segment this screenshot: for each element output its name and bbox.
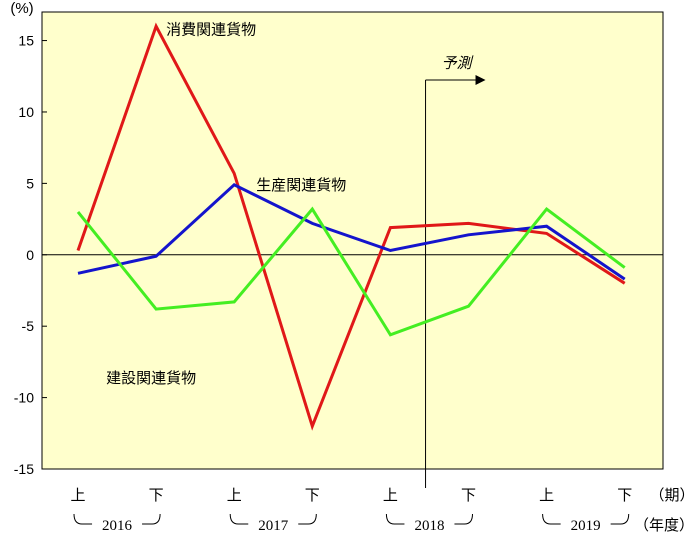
fiscal-year-label: （年度）: [634, 517, 694, 534]
x-tick-label: 上: [227, 487, 242, 504]
x-tick-label: 下: [149, 487, 164, 504]
y-axis: 15 10 5 0 -5 -10 -15 (%): [10, 0, 47, 477]
year-label: 2018: [414, 518, 444, 534]
year-bracket: [385, 513, 473, 525]
x-tick-label: 下: [617, 487, 632, 504]
year-label: 2019: [571, 518, 601, 534]
x-tick-label: 上: [70, 487, 85, 504]
x-tick-label: 下: [461, 487, 476, 504]
y-unit-label: (%): [10, 0, 33, 17]
forecast-marker: 予測: [425, 55, 486, 488]
series-line-2: [76, 206, 626, 337]
forecast-label: 予測: [442, 55, 474, 72]
x-tick-label: 上: [539, 487, 554, 504]
year-label: 2017: [258, 518, 289, 534]
y-tick-label: 5: [26, 175, 34, 191]
forecast-arrow-head: [475, 75, 486, 85]
series-lines: [76, 22, 626, 431]
x-axis: 上 下 上 下 上 下 上 下 （期） 2016 2017 2018 2019 （年度）: [70, 487, 694, 534]
series-label-1: 生産関連貨物: [256, 177, 346, 194]
year-bracket: [542, 513, 630, 525]
y-tick-label: 15: [18, 33, 34, 49]
y-tick-label: -15: [14, 461, 34, 477]
y-tick-label: 0: [26, 247, 34, 263]
x-tick-label: 下: [305, 487, 320, 504]
period-label: （期）: [649, 487, 694, 504]
x-tick-label: 上: [383, 487, 398, 504]
year-bracket: [73, 513, 161, 525]
y-tick-label: -5: [22, 318, 35, 334]
y-tick-label: 10: [18, 104, 34, 120]
series-label-0: 消費関連貨物: [166, 21, 256, 38]
y-tick-label: -10: [14, 390, 34, 406]
year-label: 2016: [102, 518, 133, 534]
series-label-2: 建設関連貨物: [106, 370, 196, 387]
series-line-0: [76, 22, 626, 431]
year-bracket: [229, 513, 317, 525]
